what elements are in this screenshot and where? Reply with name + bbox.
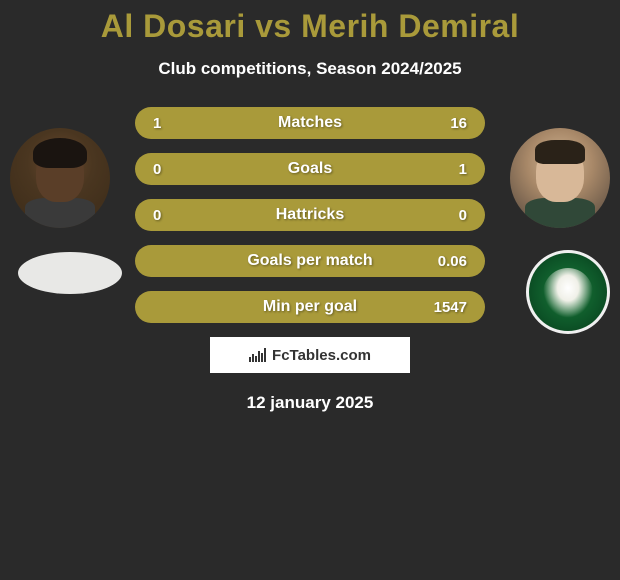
page-title: Al Dosari vs Merih Demiral: [0, 8, 620, 45]
stat-row: 1 Matches 16: [135, 107, 485, 139]
stat-label: Hattricks: [193, 206, 427, 224]
stat-right-value: 16: [427, 115, 467, 132]
stat-right-value: 0.06: [427, 253, 467, 270]
avatar-shoulders: [525, 198, 595, 228]
stat-left-value: 0: [153, 161, 193, 178]
stat-label: Min per goal: [193, 298, 427, 316]
stat-row: 0 Hattricks 0: [135, 199, 485, 231]
team-emblem: [543, 268, 593, 318]
branding-text: FcTables.com: [272, 347, 371, 364]
stat-right-value: 1547: [427, 299, 467, 316]
player-left-avatar: [10, 128, 110, 228]
chart-icon: [249, 348, 266, 362]
branding-badge: FcTables.com: [210, 337, 410, 373]
stat-label: Goals: [193, 160, 427, 178]
stat-right-value: 0: [427, 207, 467, 224]
team-right-logo: [526, 250, 610, 334]
avatar-hair: [535, 140, 585, 164]
subtitle: Club competitions, Season 2024/2025: [0, 59, 620, 79]
player-right-avatar: [510, 128, 610, 228]
avatar-shoulders: [25, 198, 95, 228]
stat-right-value: 1: [427, 161, 467, 178]
stat-row: 0 Goals 1: [135, 153, 485, 185]
stat-left-value: 0: [153, 207, 193, 224]
stat-label: Matches: [193, 114, 427, 132]
stat-left-value: 1: [153, 115, 193, 132]
stats-list: 1 Matches 16 0 Goals 1 0 Hattricks 0 Goa…: [135, 107, 485, 323]
team-left-logo: [18, 252, 122, 294]
stat-label: Goals per match: [193, 252, 427, 270]
comparison-card: Al Dosari vs Merih Demiral Club competit…: [0, 0, 620, 413]
stat-row: Goals per match 0.06: [135, 245, 485, 277]
avatar-hair: [33, 138, 87, 168]
date-text: 12 january 2025: [0, 393, 620, 413]
stat-row: Min per goal 1547: [135, 291, 485, 323]
